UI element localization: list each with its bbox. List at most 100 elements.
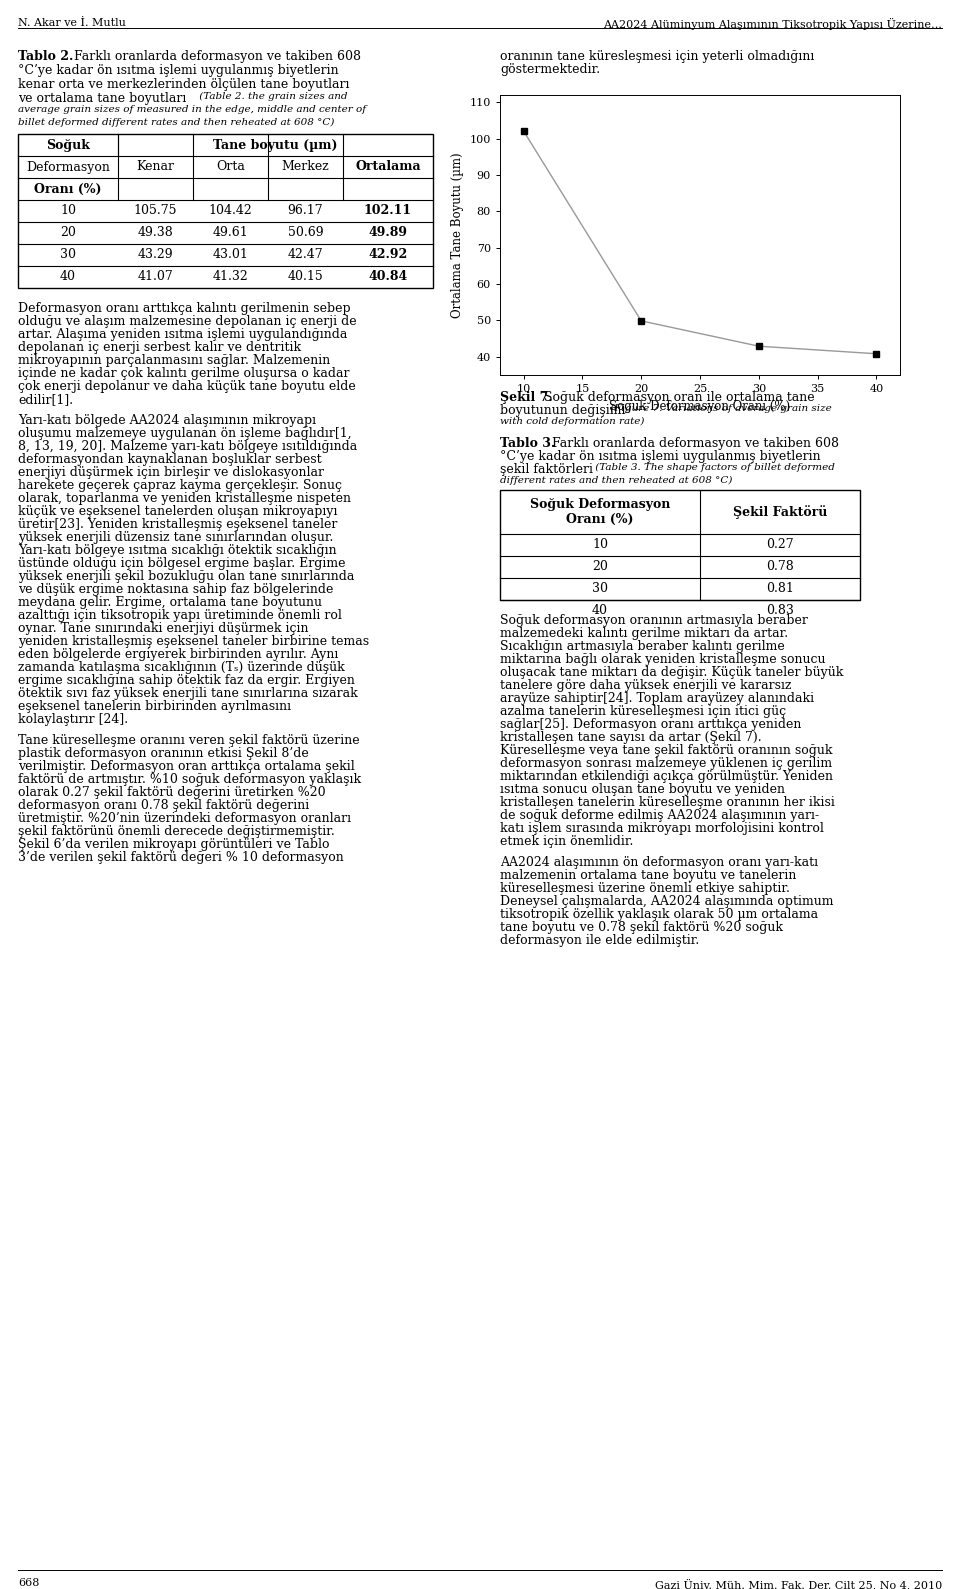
Text: de soğuk deforme edilmiş AA2024 alaşımının yarı-: de soğuk deforme edilmiş AA2024 alaşımın… <box>500 809 819 822</box>
Text: 49.89: 49.89 <box>369 227 407 240</box>
Text: 20: 20 <box>60 227 76 240</box>
Text: ve ortalama tane boyutları: ve ortalama tane boyutları <box>18 92 186 105</box>
Text: faktörü de artmıştır. %10 soğuk deformasyon yaklaşık: faktörü de artmıştır. %10 soğuk deformas… <box>18 772 361 787</box>
Text: Soğuk Deformasyon
Oranı (%): Soğuk Deformasyon Oranı (%) <box>530 497 670 526</box>
Text: Deformasyon oranı arttıkça kalıntı gerilmenin sebep: Deformasyon oranı arttıkça kalıntı geril… <box>18 302 350 315</box>
Text: 30: 30 <box>60 248 76 262</box>
Text: 102.11: 102.11 <box>364 205 412 218</box>
Text: eşeksenel tanelerin birbirinden ayrılmasını: eşeksenel tanelerin birbirinden ayrılmas… <box>18 701 291 713</box>
Text: Ortalama: Ortalama <box>355 160 420 173</box>
Text: artar. Alaşıma yeniden ısıtma işlemi uygulandığında: artar. Alaşıma yeniden ısıtma işlemi uyg… <box>18 327 348 342</box>
Text: Gazi Üniv. Müh. Mim. Fak. Der. Cilt 25, No 4, 2010: Gazi Üniv. Müh. Mim. Fak. Der. Cilt 25, … <box>655 1578 942 1589</box>
Text: 41.07: 41.07 <box>137 270 174 283</box>
Text: üretmiştir. %20’nin üzerindeki deformasyon oranları: üretmiştir. %20’nin üzerindeki deformasy… <box>18 812 351 825</box>
Text: oynar. Tane sınırındaki enerjiyi düşürmek için: oynar. Tane sınırındaki enerjiyi düşürme… <box>18 621 308 636</box>
Text: kolaylaştırır [24].: kolaylaştırır [24]. <box>18 713 128 726</box>
Text: AA2024 Alüminyum Alaşımının Tiksotropik Yapısı Üzerine…: AA2024 Alüminyum Alaşımının Tiksotropik … <box>603 17 942 30</box>
Text: ısıtma sonucu oluşan tane boyutu ve yeniden: ısıtma sonucu oluşan tane boyutu ve yeni… <box>500 783 785 796</box>
Text: 668: 668 <box>18 1578 39 1587</box>
Text: yüksek enerjili düzensiz tane sınırlarından oluşur.: yüksek enerjili düzensiz tane sınırların… <box>18 531 333 543</box>
Text: kenar orta ve merkezlerinden ölçülen tane boyutları: kenar orta ve merkezlerinden ölçülen tan… <box>18 78 349 91</box>
Text: meydana gelir. Ergime, ortalama tane boyutunu: meydana gelir. Ergime, ortalama tane boy… <box>18 596 322 609</box>
Y-axis label: Ortalama Tane Boyutu (µm): Ortalama Tane Boyutu (µm) <box>451 153 464 318</box>
Text: içinde ne kadar çok kalıntı gerilme oluşursa o kadar: içinde ne kadar çok kalıntı gerilme oluş… <box>18 367 349 380</box>
Text: 0.81: 0.81 <box>766 583 794 596</box>
Text: Yarı-katı bölgede AA2024 alaşımının mikroyapı: Yarı-katı bölgede AA2024 alaşımının mikr… <box>18 415 316 427</box>
Text: 10: 10 <box>592 539 608 551</box>
Text: 30: 30 <box>592 583 608 596</box>
Text: N. Akar ve İ. Mutlu: N. Akar ve İ. Mutlu <box>18 17 126 29</box>
Text: Şekil 7.: Şekil 7. <box>500 391 553 404</box>
Text: malzemenin ortalama tane boyutu ve tanelerin: malzemenin ortalama tane boyutu ve tanel… <box>500 869 797 882</box>
Text: 40: 40 <box>592 604 608 618</box>
Text: olduğu ve alaşım malzemesine depolanan iç enerji de: olduğu ve alaşım malzemesine depolanan i… <box>18 315 356 327</box>
Text: oranının tane küresleşmesi için yeterli olmadığını: oranının tane küresleşmesi için yeterli … <box>500 49 814 64</box>
Text: Farklı oranlarda deformasyon ve takiben 608: Farklı oranlarda deformasyon ve takiben … <box>548 437 839 450</box>
Text: 0.78: 0.78 <box>766 561 794 574</box>
Text: depolanan iç enerji serbest kalır ve dentritik: depolanan iç enerji serbest kalır ve den… <box>18 342 301 354</box>
Text: yüksek enerjili şekil bozukluğu olan tane sınırlarında: yüksek enerjili şekil bozukluğu olan tan… <box>18 570 354 583</box>
Text: etmek için önemlidir.: etmek için önemlidir. <box>500 834 634 849</box>
X-axis label: Soğuk Deformasyon Oranı (%): Soğuk Deformasyon Oranı (%) <box>610 399 791 413</box>
Text: deformasyon sonrası malzemeye yüklenen iç gerilim: deformasyon sonrası malzemeye yüklenen i… <box>500 756 832 771</box>
Text: ötektik sıvı faz yüksek enerjili tane sınırlarına sızarak: ötektik sıvı faz yüksek enerjili tane sı… <box>18 686 358 701</box>
Text: çok enerji depolanur ve daha küçük tane boyutu elde: çok enerji depolanur ve daha küçük tane … <box>18 380 356 392</box>
Text: 104.42: 104.42 <box>208 205 252 218</box>
Text: billet deformed different rates and then reheated at 608 °C): billet deformed different rates and then… <box>18 118 334 127</box>
Text: azalttığı için tiksotropik yapı üretiminde önemli rol: azalttığı için tiksotropik yapı üretimin… <box>18 609 342 621</box>
Text: sağlar[25]. Deformasyon oranı arttıkça yeniden: sağlar[25]. Deformasyon oranı arttıkça y… <box>500 718 802 731</box>
Text: °C’ye kadar ön ısıtma işlemi uygulanmış biyetlerin: °C’ye kadar ön ısıtma işlemi uygulanmış … <box>18 64 339 76</box>
Text: kristalleşen tane sayısı da artar (Şekil 7).: kristalleşen tane sayısı da artar (Şekil… <box>500 731 761 744</box>
Text: oluşumu malzemeye uygulanan ön işleme bağlıdır[1,: oluşumu malzemeye uygulanan ön işleme ba… <box>18 427 351 440</box>
Text: 10: 10 <box>60 205 76 218</box>
Text: ergime sıcaklığına sahip ötektik faz da ergir. Ergiyen: ergime sıcaklığına sahip ötektik faz da … <box>18 674 355 686</box>
Text: deformasyon oranı 0.78 şekil faktörü değerini: deformasyon oranı 0.78 şekil faktörü değ… <box>18 799 309 812</box>
Text: 3’de verilen şekil faktörü değeri % 10 deformasyon: 3’de verilen şekil faktörü değeri % 10 d… <box>18 852 344 864</box>
Text: tiksotropik özellik yaklaşık olarak 50 µm ortalama: tiksotropik özellik yaklaşık olarak 50 µ… <box>500 907 818 922</box>
Text: plastik deformasyon oranının etkisi Şekil 8’de: plastik deformasyon oranının etkisi Şeki… <box>18 747 309 760</box>
Text: göstermektedir.: göstermektedir. <box>500 64 600 76</box>
Bar <box>500 489 860 601</box>
Text: olarak 0.27 şekil faktörü değerini üretirken %20: olarak 0.27 şekil faktörü değerini üreti… <box>18 787 325 799</box>
Text: arayüze sahiptir[24]. Toplam arayüzey alanındaki: arayüze sahiptir[24]. Toplam arayüzey al… <box>500 691 814 706</box>
Text: miktarından etkilendiği açıkça görülmüştür. Yeniden: miktarından etkilendiği açıkça görülmüşt… <box>500 771 833 783</box>
Text: 49.61: 49.61 <box>212 227 249 240</box>
Text: Soğuk deformasyon oran ile ortalama tane: Soğuk deformasyon oran ile ortalama tane <box>540 391 815 404</box>
Text: 50.69: 50.69 <box>288 227 324 240</box>
Text: 42.47: 42.47 <box>288 248 324 262</box>
Text: şekil faktörleri: şekil faktörleri <box>500 462 593 477</box>
Text: 8, 13, 19, 20]. Malzeme yarı-katı bölgeye ısıtıldığında: 8, 13, 19, 20]. Malzeme yarı-katı bölgey… <box>18 440 357 453</box>
Text: edilir[1].: edilir[1]. <box>18 392 73 407</box>
Text: yeniden kristalleşmiş eşeksenel taneler birbirine temas: yeniden kristalleşmiş eşeksenel taneler … <box>18 636 370 648</box>
Text: different rates and then reheated at 608 °C): different rates and then reheated at 608… <box>500 477 732 485</box>
Bar <box>18 133 433 288</box>
Text: (Figure 7. Variations of average grain size: (Figure 7. Variations of average grain s… <box>607 404 831 413</box>
Text: deformasyon ile elde edilmiştir.: deformasyon ile elde edilmiştir. <box>500 934 699 947</box>
Text: Oranı (%): Oranı (%) <box>35 183 102 195</box>
Text: 96.17: 96.17 <box>288 205 324 218</box>
Text: 40: 40 <box>60 270 76 283</box>
Text: (Table 2. the grain sizes and: (Table 2. the grain sizes and <box>196 92 348 102</box>
Text: küreselleşmesi üzerine önemli etkiye sahiptir.: küreselleşmesi üzerine önemli etkiye sah… <box>500 882 790 895</box>
Text: Merkez: Merkez <box>281 160 329 173</box>
Text: with cold deformation rate): with cold deformation rate) <box>500 416 644 426</box>
Text: (Table 3. The shape factors of billet deformed: (Table 3. The shape factors of billet de… <box>592 462 835 472</box>
Text: enerjiyi düşürmek için birleşir ve dislokasyonlar: enerjiyi düşürmek için birleşir ve dislo… <box>18 466 324 478</box>
Text: Sıcaklığın artmasıyla beraber kalıntı gerilme: Sıcaklığın artmasıyla beraber kalıntı ge… <box>500 640 784 653</box>
Text: üstünde olduğu için bölgesel ergime başlar. Ergime: üstünde olduğu için bölgesel ergime başl… <box>18 558 346 570</box>
Text: 43.29: 43.29 <box>137 248 174 262</box>
Text: malzemedeki kalıntı gerilme miktarı da artar.: malzemedeki kalıntı gerilme miktarı da a… <box>500 628 788 640</box>
Text: küçük ve eşeksenel tanelerden oluşan mikroyapıyı: küçük ve eşeksenel tanelerden oluşan mik… <box>18 505 338 518</box>
Text: boyutunun değişimi: boyutunun değişimi <box>500 404 626 416</box>
Text: şekil faktörünü önemli derecede değiştirmemiştir.: şekil faktörünü önemli derecede değiştir… <box>18 825 335 837</box>
Text: deformasyondan kaynaklanan boşluklar serbest: deformasyondan kaynaklanan boşluklar ser… <box>18 453 322 466</box>
Text: Küreselleşme veya tane şekil faktörü oranının soğuk: Küreselleşme veya tane şekil faktörü ora… <box>500 744 832 756</box>
Text: Deneysel çalışmalarda, AA2024 alaşımında optimum: Deneysel çalışmalarda, AA2024 alaşımında… <box>500 895 833 907</box>
Text: Şekil 6’da verilen mikroyapı görüntüleri ve Tablo: Şekil 6’da verilen mikroyapı görüntüleri… <box>18 837 329 852</box>
Text: 43.01: 43.01 <box>212 248 249 262</box>
Text: Yarı-katı bölgeye ısıtma sıcaklığı ötektik sıcaklığın: Yarı-katı bölgeye ısıtma sıcaklığı ötekt… <box>18 543 337 558</box>
Text: Farklı oranlarda deformasyon ve takiben 608: Farklı oranlarda deformasyon ve takiben … <box>70 49 361 64</box>
Text: average grain sizes of measured in the edge, middle and center of: average grain sizes of measured in the e… <box>18 105 366 114</box>
Text: Tablo 2.: Tablo 2. <box>18 49 73 64</box>
Text: 0.83: 0.83 <box>766 604 794 618</box>
